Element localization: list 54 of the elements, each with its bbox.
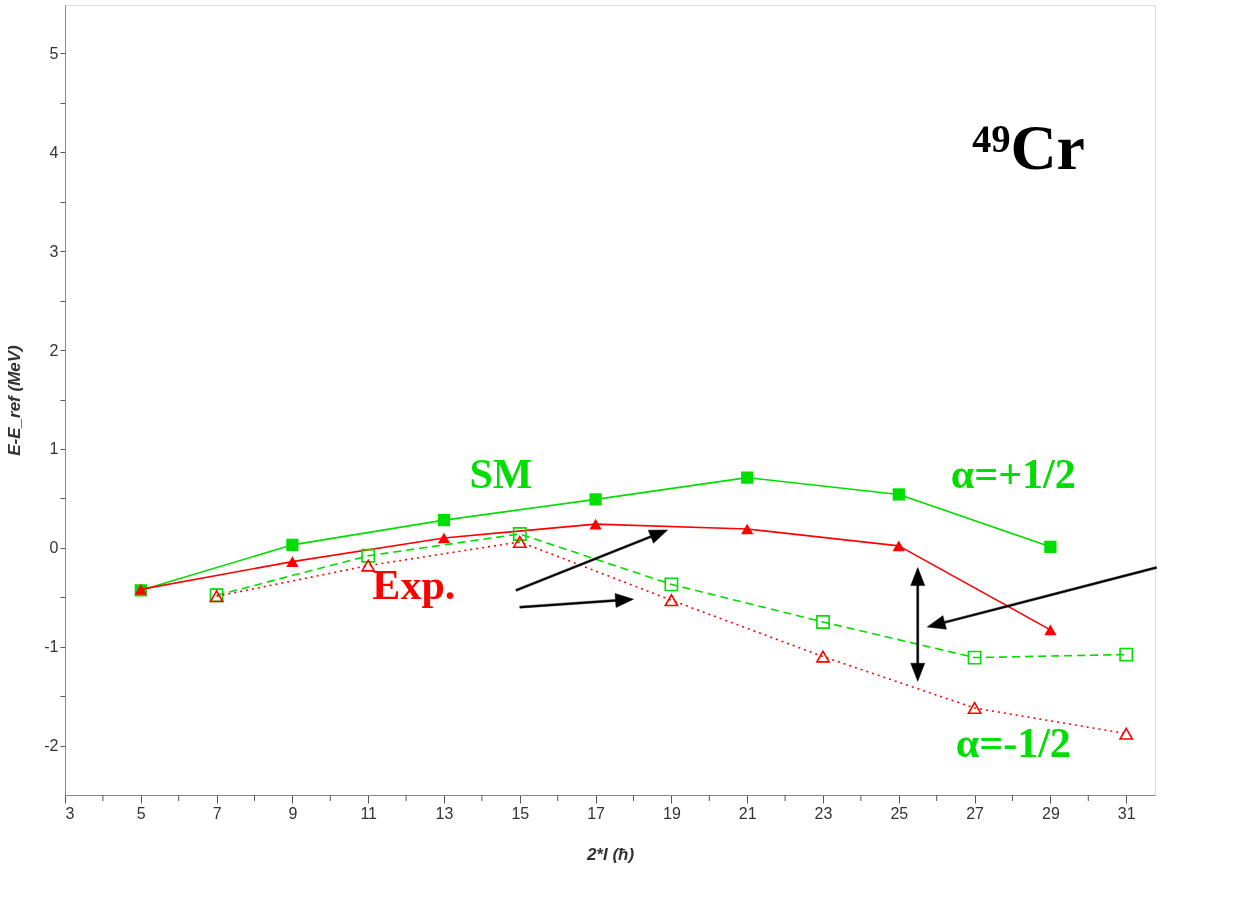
x-tick-label: 25 [890, 804, 909, 822]
x-tick-label: 21 [738, 804, 757, 822]
point [512, 527, 527, 541]
text: ⁴⁹Cr [972, 112, 1085, 183]
y-tick-label: 2 [49, 341, 59, 359]
point [1044, 624, 1057, 636]
point [741, 523, 754, 535]
y-tick-label: 0 [49, 539, 59, 557]
point [816, 615, 830, 629]
point [361, 548, 376, 563]
y-tick-label: 5 [49, 44, 59, 62]
point [437, 532, 451, 544]
x-tick-label: 11 [360, 804, 378, 822]
point [361, 559, 376, 572]
point [967, 650, 982, 665]
x-tick-label: 3 [65, 804, 75, 822]
y-tick-label: 1 [49, 440, 59, 458]
y-axis-title: E-E_ref (MeV) [5, 344, 25, 456]
x-tick-label: 29 [1042, 804, 1060, 822]
x-tick-label: 13 [435, 804, 454, 822]
x-tick-label: 31 [1117, 804, 1136, 822]
x-tick-label: 19 [663, 804, 681, 822]
point [589, 493, 602, 506]
point [286, 538, 299, 551]
point [1119, 647, 1134, 662]
point [1044, 540, 1057, 553]
point [892, 540, 905, 552]
point [437, 514, 451, 527]
x-tick-label: 5 [136, 804, 146, 822]
x-tick-label: 7 [212, 804, 222, 822]
x-tick-label: 17 [587, 804, 606, 822]
annotation: Exp. [372, 561, 456, 608]
point [664, 594, 679, 607]
point [512, 535, 527, 548]
point [1119, 727, 1134, 740]
point [589, 518, 602, 530]
y-tick-label: -2 [44, 737, 59, 755]
x-axis-title: 2*I (ħ) [585, 844, 635, 864]
annotation: α=-1/2 [955, 719, 1071, 766]
x-tick-label: 23 [814, 804, 833, 822]
y-tick-label: 3 [49, 242, 59, 260]
x-tick-label: 27 [966, 804, 985, 822]
x-tick-label: 9 [288, 804, 298, 822]
point [741, 471, 754, 484]
point [816, 650, 830, 663]
point [664, 577, 679, 592]
point [286, 556, 299, 567]
point [967, 701, 982, 715]
point [892, 488, 905, 501]
annotation: SM [469, 451, 533, 498]
y-tick-label: 4 [49, 143, 59, 161]
annotation: α=+1/2 [950, 451, 1076, 498]
y-tick-label: -1 [44, 638, 59, 656]
x-tick-label: 15 [511, 804, 530, 822]
